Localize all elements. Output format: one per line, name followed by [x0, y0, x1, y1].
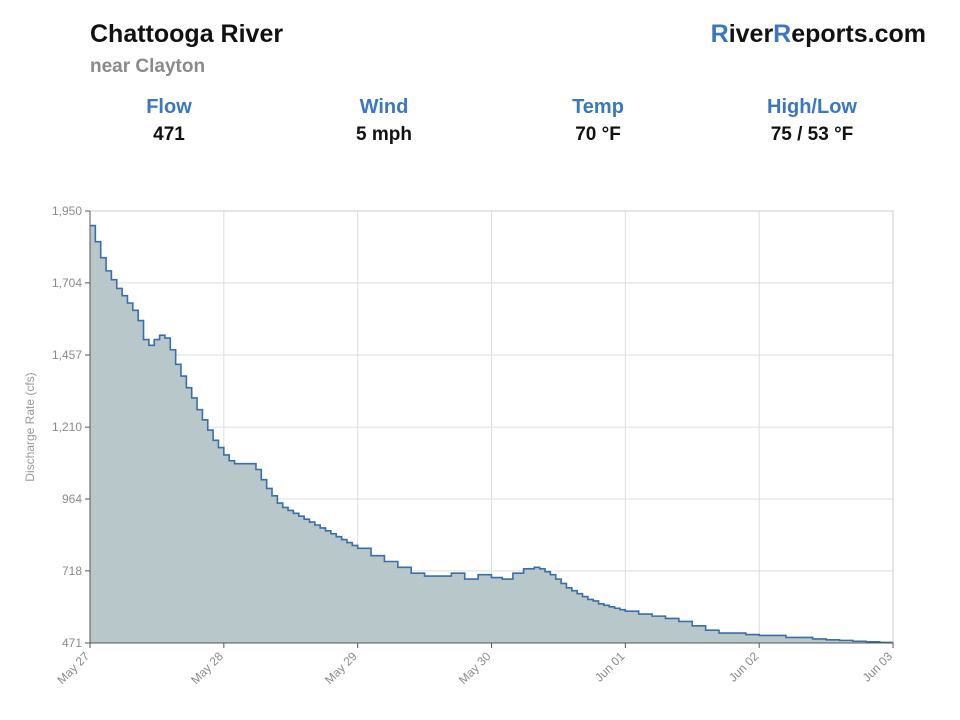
stat-wind: Wind 5 mph [294, 96, 474, 146]
y-tick-label-6: 1,950 [52, 204, 82, 218]
logo-text-2: eports.com [791, 20, 926, 48]
x-tick-label-3: May 30 [456, 649, 494, 687]
y-axis: 471 718 964 1,210 1,457 1,704 1,950 [52, 204, 91, 650]
x-tick-label-1: May 28 [188, 649, 226, 687]
stat-highlow: High/Low 75 / 53 °F [722, 96, 902, 146]
stat-temp-value: 70 °F [575, 124, 621, 145]
x-axis: May 27 May 28 May 29 May 30 Jun 01 Jun 02 Jun … [54, 642, 896, 687]
y-tick-label-1: 718 [62, 564, 82, 578]
stat-highlow-value: 75 / 53 °F [770, 124, 854, 145]
logo-letter-r2: R [773, 20, 792, 48]
page-title: Chattooga River [90, 20, 284, 48]
y-tick-label-0: 471 [62, 636, 82, 650]
discharge-line[interactable] [90, 224, 894, 644]
x-tick-label-4: Jun 01 [592, 649, 628, 685]
y-tick-label-2: 964 [62, 492, 82, 506]
x-tick-label-5: Jun 02 [726, 649, 762, 685]
stat-wind-label: Wind [359, 96, 409, 118]
stat-flow-label: Flow [146, 96, 192, 118]
stat-temp-label: Temp [572, 96, 624, 118]
x-tick-label-6: Jun 03 [860, 649, 896, 685]
x-tick-label-0: May 27 [54, 649, 92, 687]
stat-wind-value: 5 mph [356, 124, 412, 145]
stat-flow: Flow 471 [79, 96, 259, 146]
y-tick-label-3: 1,210 [52, 420, 82, 434]
discharge-area [90, 225, 893, 643]
stat-flow-value: 471 [153, 124, 185, 145]
page-subtitle: near Clayton [90, 56, 206, 77]
y-tick-label-4: 1,457 [52, 348, 82, 362]
stat-highlow-label: High/Low [767, 96, 857, 118]
logo-letter-r1: R [710, 20, 729, 48]
x-tick-label-2: May 29 [322, 649, 360, 687]
logo-text-1: iver [728, 20, 774, 48]
y-tick-label-5: 1,704 [52, 276, 82, 290]
y-axis-label: Discharge Rate (cfs) [23, 372, 37, 481]
stat-temp: Temp 70 °F [508, 96, 688, 146]
brand-logo[interactable]: RiverReports.com [711, 20, 926, 49]
